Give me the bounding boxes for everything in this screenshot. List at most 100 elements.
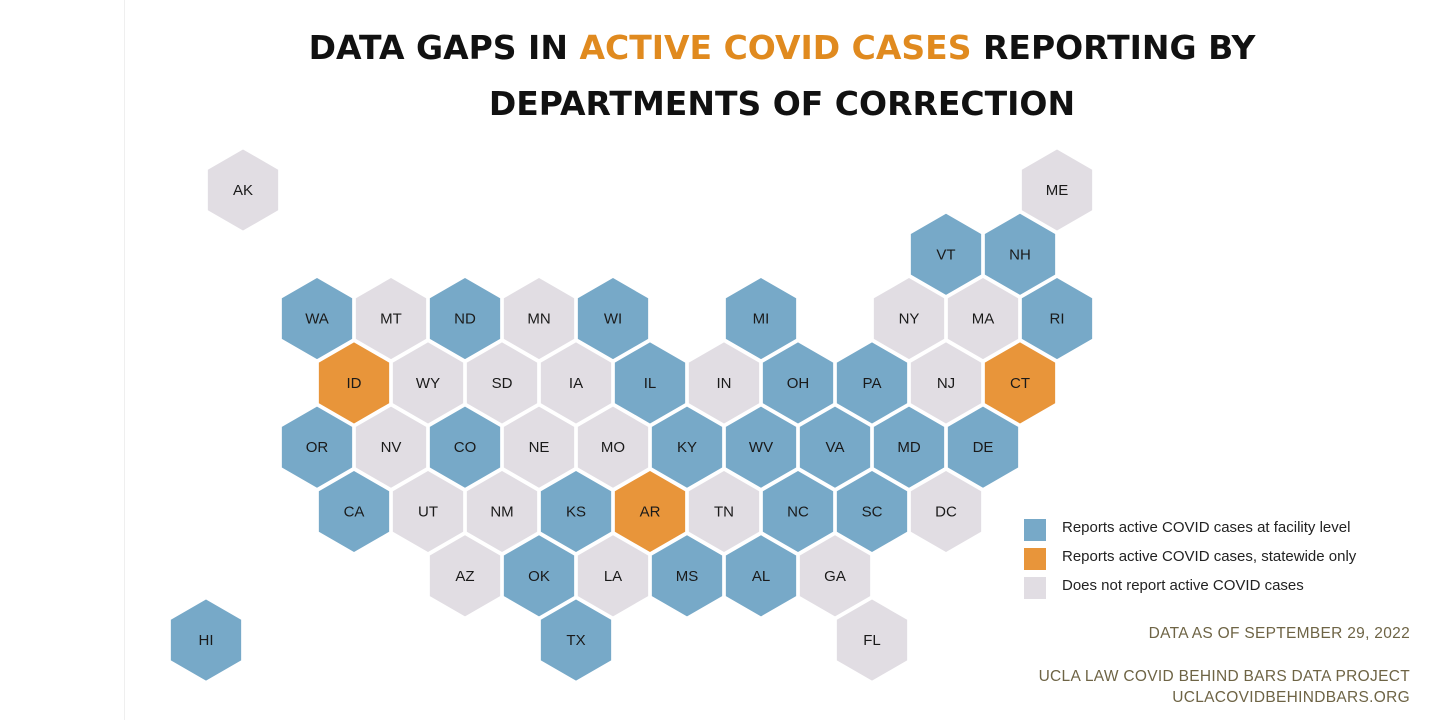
title-text-end: REPORTING BY [971,28,1256,67]
state-label-ia: IA [569,375,583,392]
state-label-sc: SC [862,504,883,521]
state-tile-la: LA [575,532,651,620]
source-url: UCLACOVIDBEHINDBARS.ORG [1172,689,1410,706]
state-tile-ak: AK [205,146,281,234]
state-tile-vt: VT [908,210,984,298]
state-hex-ct [982,339,1058,427]
state-label-ny: NY [899,311,920,328]
state-tile-md: MD [871,403,947,491]
state-label-mt: MT [380,311,402,328]
state-label-me: ME [1046,182,1069,199]
state-tile-az: AZ [427,532,503,620]
state-hex-ak [205,146,281,234]
state-tile-al: AL [723,532,799,620]
state-label-nj: NJ [937,375,955,392]
state-tile-co: CO [427,403,503,491]
state-label-nh: NH [1009,246,1031,263]
state-label-ut: UT [418,504,438,521]
state-label-nv: NV [381,439,402,456]
state-label-ma: MA [972,311,995,328]
state-tile-nm: NM [464,468,540,555]
state-label-wy: WY [416,375,440,392]
state-tile-ny: NY [871,275,947,363]
state-label-vt: VT [936,246,955,263]
map-title-line-1: DATA GAPS IN ACTIVE COVID CASES REPORTIN… [124,28,1440,67]
state-hex-dc [908,468,984,555]
state-label-dc: DC [935,504,957,521]
state-tile-mt: MT [353,275,429,363]
left-margin-panel [0,0,125,720]
state-hex-tx [538,596,614,684]
legend-label-none: Does not report active COVID cases [1062,577,1304,594]
map-title-line-2: DEPARTMENTS OF CORRECTION [488,84,1076,123]
state-tile-sd: SD [464,339,540,427]
state-hex-wi [575,275,651,363]
state-tile-fl: FL [834,596,910,684]
legend-label-statewide: Reports active COVID cases, statewide on… [1062,548,1357,565]
state-label-ar: AR [640,504,661,521]
state-label-il: IL [644,375,657,392]
title-text-start: DATA GAPS IN [308,28,580,67]
state-tile-wi: WI [575,275,651,363]
state-tile-me: ME [1019,146,1095,234]
state-label-tn: TN [714,504,734,521]
state-label-wa: WA [305,311,329,328]
state-label-al: AL [752,568,770,585]
state-label-sd: SD [492,375,513,392]
state-label-la: LA [604,568,622,585]
state-label-nc: NC [787,504,809,521]
state-tile-ri: RI [1019,275,1095,363]
legend-swatch-statewide [1024,548,1046,570]
state-label-ne: NE [529,439,550,456]
state-hex-ri [1019,275,1095,363]
state-label-nm: NM [490,504,513,521]
state-label-md: MD [897,439,920,456]
state-label-ak: AK [233,182,253,199]
state-label-de: DE [973,439,994,456]
state-label-fl: FL [863,632,881,649]
state-label-id: ID [347,375,362,392]
state-tile-nh: NH [982,210,1058,298]
state-hex-hi [168,596,244,684]
state-hex-de [945,403,1021,491]
state-tile-il: IL [612,339,688,427]
state-label-ok: OK [528,568,550,585]
state-label-ri: RI [1050,311,1065,328]
state-tile-dc: DC [908,468,984,555]
state-label-nd: ND [454,311,476,328]
state-label-co: CO [454,439,477,456]
state-label-tx: TX [566,632,585,649]
state-hex-ga [797,532,873,620]
state-label-pa: PA [863,375,882,392]
state-tile-ms: MS [649,532,725,620]
state-label-wv: WV [749,439,773,456]
state-label-ca: CA [344,504,365,521]
state-label-or: OR [306,439,329,456]
state-label-hi: HI [199,632,214,649]
state-tile-mi: MI [723,275,799,363]
title-highlight: ACTIVE COVID CASES [579,28,972,67]
state-label-ks: KS [566,504,586,521]
state-hex-me [1019,146,1095,234]
state-label-ky: KY [677,439,697,456]
state-label-oh: OH [787,375,810,392]
state-tile-ne: NE [501,403,577,491]
state-label-va: VA [826,439,845,456]
state-tile-ca: CA [316,468,392,555]
state-tile-de: DE [945,403,1021,491]
state-label-mn: MN [527,311,550,328]
state-label-mo: MO [601,439,625,456]
state-label-az: AZ [455,568,474,585]
state-label-ms: MS [676,568,699,585]
state-tile-ct: CT [982,339,1058,427]
state-tile-hi: HI [168,596,244,684]
state-hex-mi [723,275,799,363]
state-tile-wv: WV [723,403,799,491]
state-label-ct: CT [1010,375,1030,392]
legend-swatch-facility [1024,519,1046,541]
state-label-ga: GA [824,568,846,585]
state-tile-nd: ND [427,275,503,363]
legend-swatch-none [1024,577,1046,599]
state-tile-nc: NC [760,468,836,555]
